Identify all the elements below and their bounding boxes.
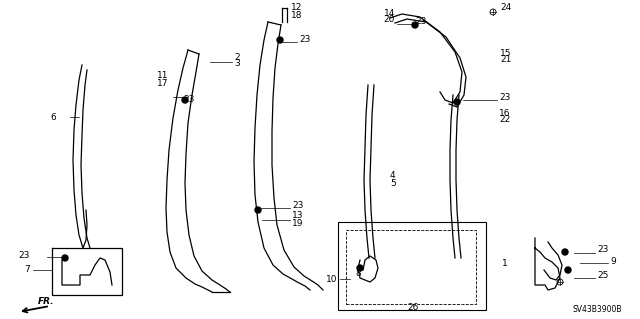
Text: 16: 16 (499, 108, 511, 117)
Text: FR.: FR. (38, 298, 54, 307)
Text: 14: 14 (383, 9, 395, 18)
Text: 19: 19 (292, 219, 303, 227)
Text: 23: 23 (19, 250, 30, 259)
Text: 22: 22 (499, 115, 510, 124)
Text: 2: 2 (234, 53, 239, 62)
Circle shape (454, 99, 460, 105)
Bar (346, 230, 476, 304)
Text: 4: 4 (390, 172, 396, 181)
Circle shape (357, 265, 363, 271)
Circle shape (182, 97, 188, 103)
Text: 23: 23 (499, 93, 510, 102)
Text: 8: 8 (355, 270, 361, 278)
Circle shape (565, 267, 571, 273)
Text: 6: 6 (50, 113, 56, 122)
Circle shape (277, 37, 283, 43)
Text: 7: 7 (24, 265, 30, 275)
Circle shape (412, 22, 418, 28)
Text: SV43B3900B: SV43B3900B (573, 306, 622, 315)
Text: 13: 13 (292, 211, 303, 220)
Text: 20: 20 (383, 16, 395, 25)
Text: 3: 3 (234, 60, 240, 69)
Text: 24: 24 (500, 4, 511, 12)
Text: 11: 11 (157, 71, 169, 80)
Text: 1: 1 (502, 258, 508, 268)
Text: 23: 23 (183, 94, 195, 103)
Circle shape (62, 255, 68, 261)
Circle shape (562, 249, 568, 255)
Text: 26: 26 (407, 302, 419, 311)
Circle shape (255, 207, 261, 213)
Bar (338, 222, 486, 310)
Text: 5: 5 (390, 179, 396, 188)
Text: 23: 23 (299, 35, 310, 44)
Text: 9: 9 (610, 256, 616, 265)
Text: 23: 23 (292, 201, 303, 210)
Text: 12: 12 (291, 4, 302, 12)
Text: 17: 17 (157, 78, 169, 87)
Text: 23: 23 (415, 18, 426, 26)
Text: 15: 15 (500, 48, 511, 57)
Text: 21: 21 (500, 56, 511, 64)
Text: 10: 10 (326, 275, 337, 284)
Text: 18: 18 (291, 11, 303, 19)
Text: 25: 25 (597, 271, 609, 280)
Text: 23: 23 (597, 246, 609, 255)
